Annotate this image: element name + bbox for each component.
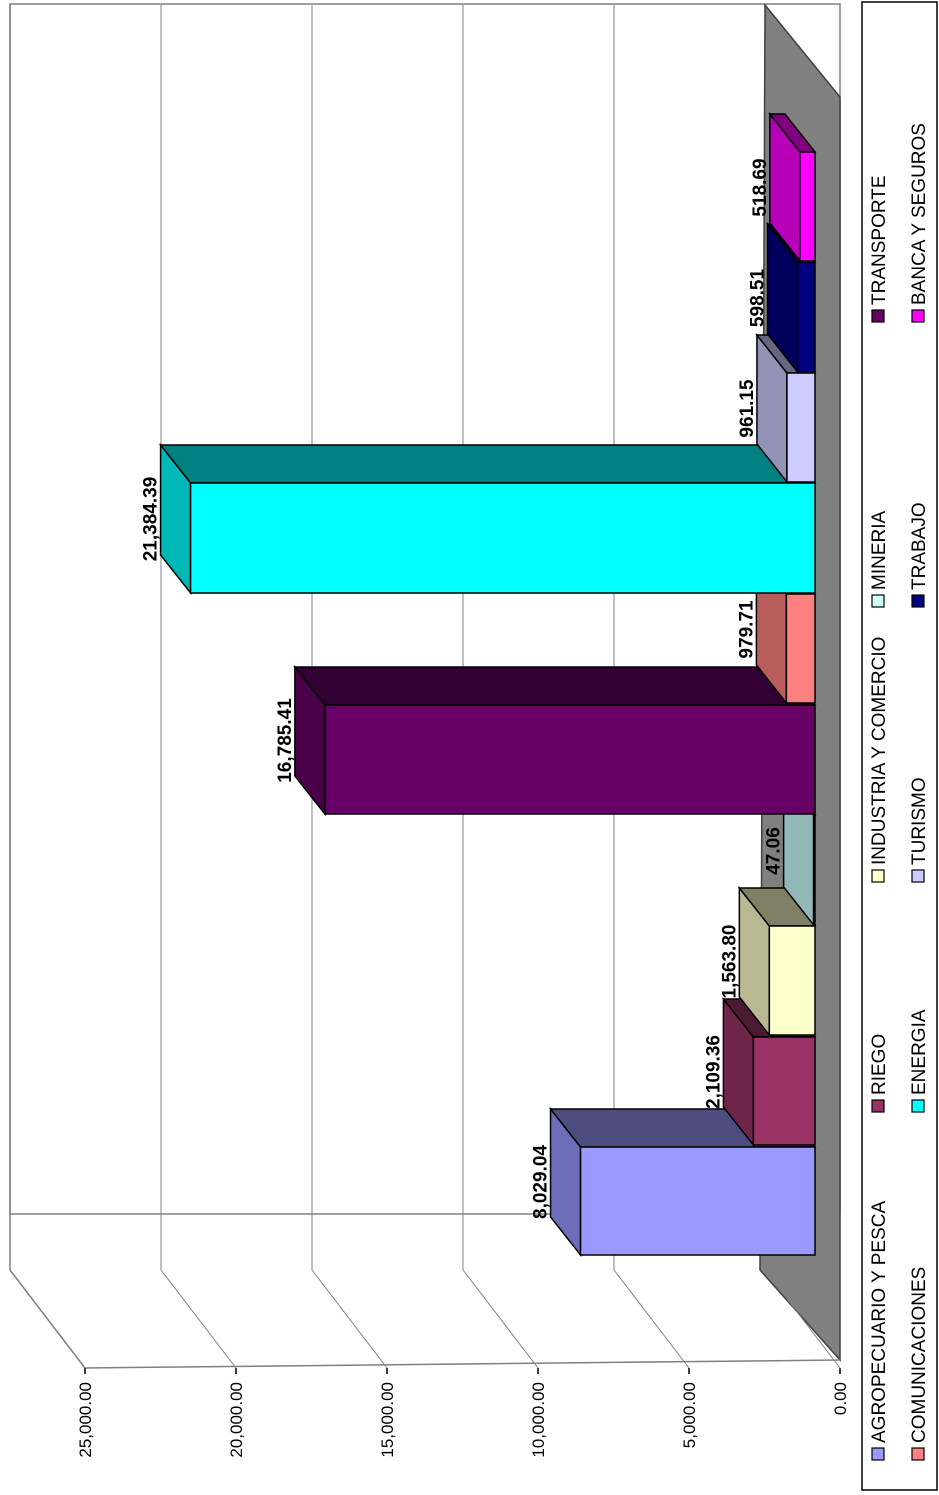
y-tick-label: 25,000.00 xyxy=(76,1382,95,1458)
legend-box xyxy=(861,1,938,1491)
bar-5 xyxy=(293,664,817,817)
legend-label: AGROPECUARIO Y PESCA xyxy=(869,1201,890,1443)
bar-front-face xyxy=(799,151,816,262)
bar-10 xyxy=(768,111,817,264)
legend-item: COMUNICACIONES xyxy=(909,1267,930,1461)
legend-swatch xyxy=(911,869,925,883)
bar-front-face xyxy=(324,704,816,815)
data-label: 598.51 xyxy=(748,269,769,328)
legend-swatch xyxy=(911,1099,925,1113)
legend-swatch xyxy=(871,1099,885,1113)
legend-label: RIEGO xyxy=(869,1034,890,1095)
data-label: 979.71 xyxy=(736,600,757,659)
gridline-side xyxy=(462,1269,539,1369)
data-label: 961.15 xyxy=(737,379,758,438)
legend-item: RIEGO xyxy=(869,1034,890,1113)
bar-front-face xyxy=(579,1146,816,1256)
legend-item: TURISMO xyxy=(909,777,930,883)
gridline-side xyxy=(311,1269,388,1369)
axis-front-line xyxy=(84,1359,841,1369)
legend-item: ENERGIA xyxy=(909,1009,930,1113)
bar-front-face xyxy=(796,261,816,373)
legend-label: TURISMO xyxy=(909,777,930,865)
legend-label: TRANSPORTE xyxy=(869,175,890,305)
data-label: 47.06 xyxy=(764,827,785,875)
legend-swatch xyxy=(911,309,925,323)
bar-7 xyxy=(159,442,817,596)
legend-swatch xyxy=(871,309,885,323)
bars xyxy=(159,111,817,1258)
y-tick-label: 20,000.00 xyxy=(227,1382,246,1458)
gridline-side xyxy=(160,1269,237,1369)
data-label: 1,563.80 xyxy=(719,925,740,999)
bar-front-face xyxy=(785,593,816,704)
legend-swatch xyxy=(911,1447,925,1461)
data-label: 518.69 xyxy=(750,158,771,216)
legend-item: TRANSPORTE xyxy=(869,175,890,323)
y-tick-label: 10,000.00 xyxy=(529,1382,548,1458)
gridline-side xyxy=(613,1269,690,1369)
legend-label: BANCA Y SEGUROS xyxy=(909,123,930,305)
legend-swatch xyxy=(871,594,885,608)
legend-label: MINERIA xyxy=(869,511,890,591)
back-wall xyxy=(9,3,841,1215)
gridline-side xyxy=(764,1269,841,1369)
legend: AGROPECUARIO Y PESCA RIEGO INDUSTRIA Y COM… xyxy=(861,1,938,1491)
data-labels: 8,029.04 2,109.36 1,563.80 47.06 16,785.41 97… xyxy=(141,158,785,1219)
legend-swatch xyxy=(871,869,885,883)
data-label: 21,384.39 xyxy=(141,477,162,562)
bar-front-face xyxy=(752,1036,816,1146)
legend-item: BANCA Y SEGUROS xyxy=(909,123,930,323)
y-tick-label: 5,000.00 xyxy=(680,1382,699,1448)
y-tick-label: 15,000.00 xyxy=(378,1382,397,1458)
legend-label: COMUNICACIONES xyxy=(909,1267,930,1443)
value-axis: 0.00 5,000.00 10,000.00 15,000.00 20,000.00 2… xyxy=(76,1382,850,1458)
data-label: 16,785.41 xyxy=(275,698,296,783)
y-tick-label: 0.00 xyxy=(831,1382,850,1415)
data-label: 8,029.04 xyxy=(531,1145,552,1219)
legend-item: INDUSTRIA Y COMERCIO xyxy=(869,637,890,883)
bar-front-face xyxy=(768,925,816,1036)
bar-front-face xyxy=(189,482,816,594)
legend-label: INDUSTRIA Y COMERCIO xyxy=(869,637,890,865)
legend-label: TRABAJO xyxy=(909,502,930,590)
bar-side-face xyxy=(293,666,817,706)
legend-item: AGROPECUARIO Y PESCA xyxy=(869,1201,890,1461)
bar-front-face xyxy=(812,814,816,926)
legend-label: ENERGIA xyxy=(909,1009,930,1095)
legend-swatch xyxy=(911,594,925,608)
data-label: 2,109.36 xyxy=(703,1035,724,1109)
legend-swatch xyxy=(871,1447,885,1461)
legend-item: TRABAJO xyxy=(909,502,930,608)
gridline-side xyxy=(9,1269,86,1369)
bar-side-face xyxy=(159,444,817,484)
legend-item: MINERIA xyxy=(869,511,890,608)
bar-front-face xyxy=(786,372,816,483)
